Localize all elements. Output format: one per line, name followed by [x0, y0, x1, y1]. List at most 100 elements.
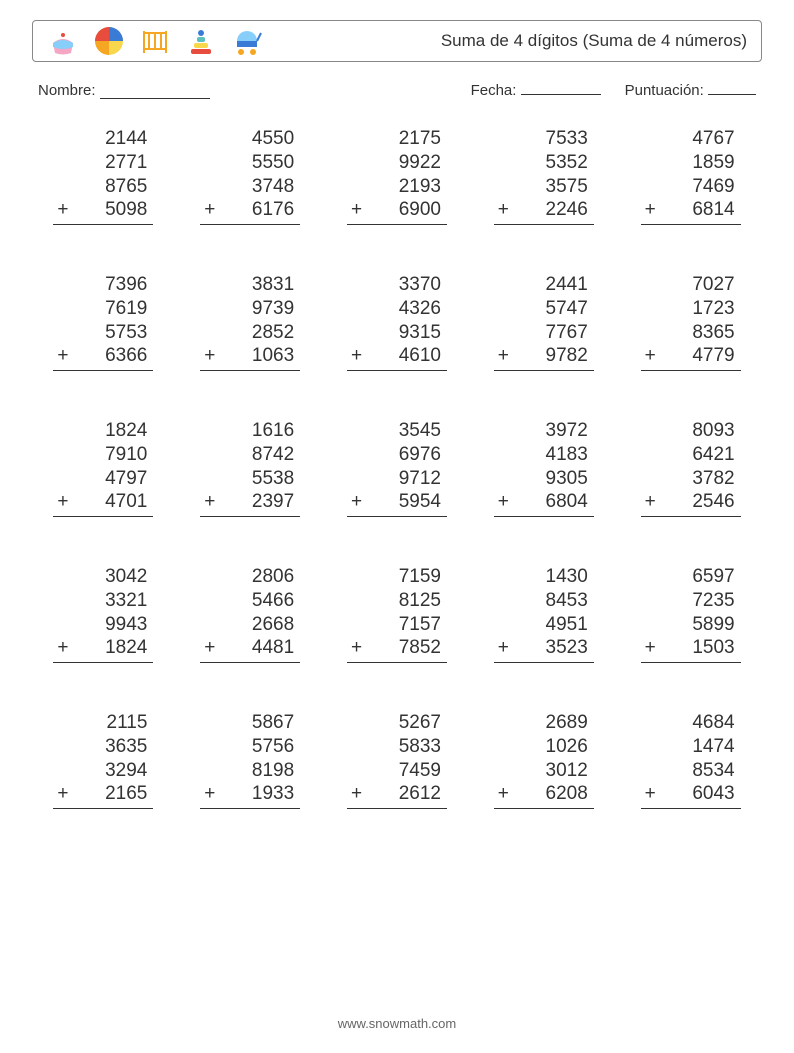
addend: 1824 — [53, 419, 153, 443]
addend-last: +2546 — [641, 490, 741, 517]
addend-value: 1503 — [692, 637, 734, 658]
operator: + — [351, 782, 362, 806]
addend-last: +1063 — [200, 344, 300, 371]
addend: 4550 — [200, 127, 300, 151]
addend-last: +1933 — [200, 782, 300, 809]
addend: 7910 — [53, 443, 153, 467]
worksheet-title: Suma de 4 dígitos (Suma de 4 números) — [441, 31, 747, 51]
addend-last: +4779 — [641, 344, 741, 371]
problem: 304233219943+1824 — [53, 565, 153, 663]
addend: 3321 — [53, 589, 153, 613]
addend: 4797 — [53, 467, 153, 491]
addend-value: 4779 — [692, 345, 734, 366]
addend: 1474 — [641, 735, 741, 759]
addend: 3012 — [494, 759, 594, 783]
addend-value: 7852 — [399, 637, 441, 658]
addend: 2144 — [53, 127, 153, 151]
addend-value: 2397 — [252, 491, 294, 512]
addend-value: 5954 — [399, 491, 441, 512]
addend: 3748 — [200, 175, 300, 199]
addend-last: +6814 — [641, 198, 741, 225]
problem: 211536353294+2165 — [53, 711, 153, 809]
addend: 5747 — [494, 297, 594, 321]
addend-last: +9782 — [494, 344, 594, 371]
addend: 8093 — [641, 419, 741, 443]
problem: 586757568198+1933 — [200, 711, 300, 809]
addend: 3545 — [347, 419, 447, 443]
addend-value: 6804 — [546, 491, 588, 512]
operator: + — [57, 198, 68, 222]
name-blank[interactable] — [100, 84, 210, 99]
problem: 526758337459+2612 — [347, 711, 447, 809]
operator: + — [645, 198, 656, 222]
addend-last: +6804 — [494, 490, 594, 517]
addend-last: +3523 — [494, 636, 594, 663]
addend: 6421 — [641, 443, 741, 467]
addend: 5352 — [494, 151, 594, 175]
operator: + — [204, 344, 215, 368]
addend: 5550 — [200, 151, 300, 175]
addend-value: 6366 — [105, 345, 147, 366]
addend: 9712 — [347, 467, 447, 491]
addend: 2668 — [200, 613, 300, 637]
addend: 1723 — [641, 297, 741, 321]
operator: + — [645, 344, 656, 368]
addend-value: 6900 — [399, 199, 441, 220]
addend: 1859 — [641, 151, 741, 175]
operator: + — [204, 636, 215, 660]
problem: 455055503748+6176 — [200, 127, 300, 225]
meta-row: Nombre: Fecha: Puntuación: — [38, 80, 756, 99]
addend: 1430 — [494, 565, 594, 589]
score-label: Puntuación: — [625, 82, 704, 99]
operator: + — [645, 490, 656, 514]
addend-value: 4610 — [399, 345, 441, 366]
addend: 3782 — [641, 467, 741, 491]
operator: + — [498, 782, 509, 806]
addend-last: +6900 — [347, 198, 447, 225]
addend: 2193 — [347, 175, 447, 199]
date-blank[interactable] — [521, 80, 601, 95]
icons-row — [47, 25, 263, 57]
score-blank[interactable] — [708, 80, 756, 95]
addend-value: 3523 — [546, 637, 588, 658]
addend: 2806 — [200, 565, 300, 589]
operator: + — [645, 782, 656, 806]
stroller-icon — [231, 25, 263, 57]
addend-last: +6043 — [641, 782, 741, 809]
addend: 7767 — [494, 321, 594, 345]
problem: 337043269315+4610 — [347, 273, 447, 371]
addend: 8742 — [200, 443, 300, 467]
addend-value: 6176 — [252, 199, 294, 220]
addend: 4326 — [347, 297, 447, 321]
problem: 659772355899+1503 — [641, 565, 741, 663]
problem: 182479104797+4701 — [53, 419, 153, 517]
addend-value: 2546 — [692, 491, 734, 512]
addend-value: 2612 — [399, 783, 441, 804]
addend: 9315 — [347, 321, 447, 345]
addend: 3831 — [200, 273, 300, 297]
addend: 2689 — [494, 711, 594, 735]
name-label: Nombre: — [38, 82, 96, 99]
problem: 268910263012+6208 — [494, 711, 594, 809]
addend-value: 2165 — [105, 783, 147, 804]
addend: 7533 — [494, 127, 594, 151]
addend-value: 6043 — [692, 783, 734, 804]
addend-value: 6814 — [692, 199, 734, 220]
addend: 7159 — [347, 565, 447, 589]
addend: 3972 — [494, 419, 594, 443]
addend-last: +2612 — [347, 782, 447, 809]
pyramid-icon — [185, 25, 217, 57]
addend: 3635 — [53, 735, 153, 759]
problem: 753353523575+2246 — [494, 127, 594, 225]
addend: 5753 — [53, 321, 153, 345]
addend-last: +7852 — [347, 636, 447, 663]
addend-last: +4610 — [347, 344, 447, 371]
addend: 2771 — [53, 151, 153, 175]
addend: 4684 — [641, 711, 741, 735]
operator: + — [351, 344, 362, 368]
addend-value: 6208 — [546, 783, 588, 804]
problem: 468414748534+6043 — [641, 711, 741, 809]
problem: 244157477767+9782 — [494, 273, 594, 371]
addend: 9943 — [53, 613, 153, 637]
addend: 7619 — [53, 297, 153, 321]
